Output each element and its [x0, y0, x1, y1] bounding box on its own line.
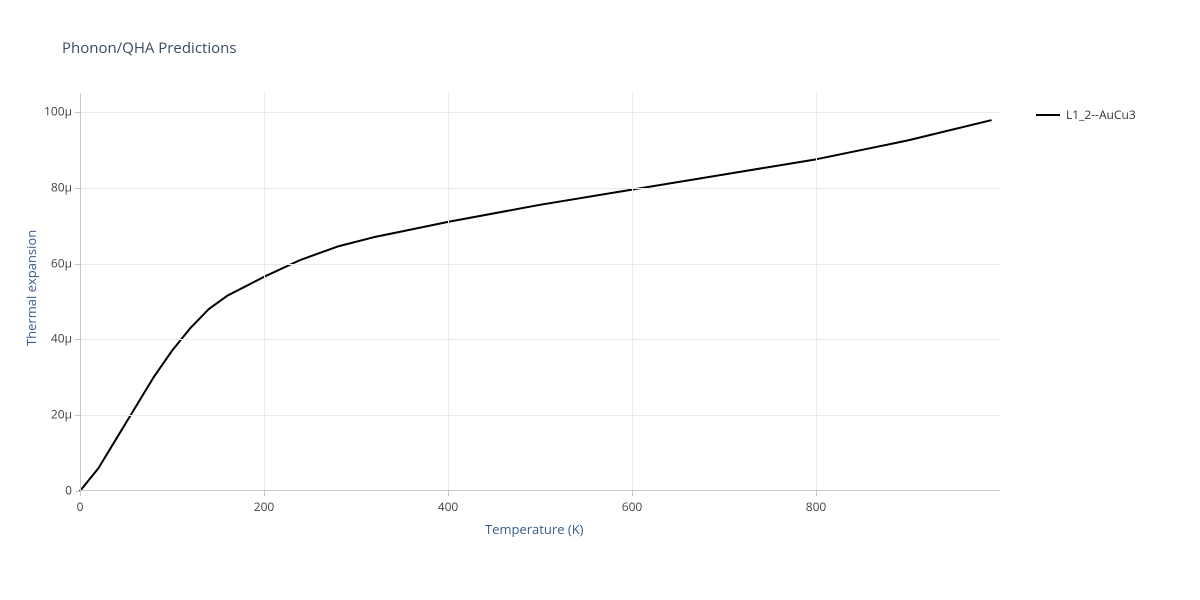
- y-tick-label: 60μ: [51, 254, 72, 271]
- y-tick-mark: [75, 264, 80, 265]
- x-tick-mark: [80, 491, 81, 496]
- y-tick-label: 20μ: [51, 406, 72, 423]
- x-tick-label: 400: [438, 498, 459, 515]
- series-layer: [80, 93, 1000, 491]
- x-tick-label: 600: [622, 498, 643, 515]
- gridline-vertical: [264, 93, 265, 491]
- chart-title: Phonon/QHA Predictions: [62, 38, 237, 58]
- y-tick-label: 100μ: [44, 102, 72, 119]
- x-tick-label: 200: [254, 498, 275, 515]
- x-tick-mark: [264, 491, 265, 496]
- series-line[interactable]: [80, 120, 991, 491]
- y-tick-mark: [75, 415, 80, 416]
- x-axis-title: Temperature (K): [485, 520, 584, 538]
- gridline-horizontal: [80, 264, 1000, 265]
- y-tick-label: 80μ: [51, 178, 72, 195]
- gridline-horizontal: [80, 415, 1000, 416]
- legend-swatch: [1036, 114, 1060, 116]
- gridline-horizontal: [80, 339, 1000, 340]
- y-tick-mark: [75, 491, 80, 492]
- x-tick-mark: [632, 491, 633, 496]
- y-tick-label: 0: [65, 482, 72, 499]
- gridline-vertical: [448, 93, 449, 491]
- plot-area[interactable]: [80, 92, 1000, 490]
- legend-label: L1_2--AuCu3: [1066, 106, 1136, 123]
- x-tick-label: 0: [77, 498, 84, 515]
- chart-container: Phonon/QHA Predictions Thermal expansion…: [0, 0, 1200, 600]
- y-tick-mark: [75, 188, 80, 189]
- legend[interactable]: L1_2--AuCu3: [1036, 106, 1136, 123]
- gridline-vertical: [816, 93, 817, 491]
- y-tick-mark: [75, 112, 80, 113]
- y-tick-mark: [75, 339, 80, 340]
- y-axis-title: Thermal expansion: [22, 230, 40, 346]
- x-tick-label: 800: [806, 498, 827, 515]
- x-axis-line: [80, 490, 1000, 491]
- gridline-horizontal: [80, 188, 1000, 189]
- y-axis-line: [80, 93, 81, 491]
- legend-item[interactable]: L1_2--AuCu3: [1036, 106, 1136, 123]
- x-tick-mark: [448, 491, 449, 496]
- x-tick-mark: [816, 491, 817, 496]
- y-tick-label: 40μ: [51, 330, 72, 347]
- gridline-horizontal: [80, 112, 1000, 113]
- gridline-vertical: [632, 93, 633, 491]
